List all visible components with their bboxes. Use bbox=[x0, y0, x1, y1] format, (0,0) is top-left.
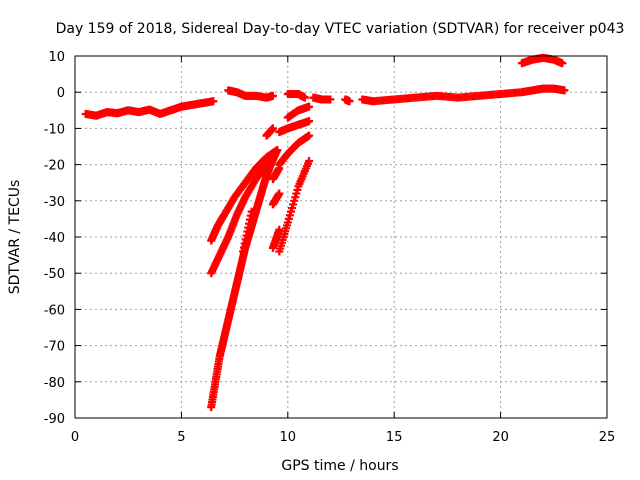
y-tick-label: -80 bbox=[44, 376, 65, 391]
data-point bbox=[275, 225, 284, 234]
x-tick-label: 5 bbox=[177, 430, 185, 445]
series-seg-c bbox=[283, 90, 309, 102]
data-point bbox=[305, 117, 314, 126]
series-seg-o bbox=[275, 156, 314, 256]
x-axis-label: GPS time / hours bbox=[281, 458, 398, 474]
x-tick-label: 20 bbox=[492, 430, 509, 445]
data-point bbox=[268, 91, 277, 100]
series-seg-q bbox=[275, 117, 314, 137]
x-tick-label: 15 bbox=[386, 430, 403, 445]
data-point bbox=[247, 207, 256, 216]
axis-ticks: 0 5 10 15 20 25 10 0 -10 -20 -30 -40 -50 -60 -70 -80 -90 bbox=[44, 50, 616, 445]
series-seg-k bbox=[239, 207, 256, 256]
series-seg-n bbox=[268, 164, 284, 184]
series-seg-r bbox=[283, 102, 314, 122]
series-seg-g bbox=[517, 53, 567, 68]
data-point bbox=[558, 59, 567, 68]
x-tick-label: 0 bbox=[71, 430, 79, 445]
data-point bbox=[345, 97, 354, 106]
y-tick-label: -20 bbox=[44, 159, 65, 174]
chart-title: Day 159 of 2018, Sidereal Day-to-day VTE… bbox=[56, 21, 625, 37]
y-axis-label: SDTVAR / TECUs bbox=[7, 180, 23, 295]
y-tick-label: -30 bbox=[44, 195, 65, 210]
y-tick-label: -60 bbox=[44, 303, 65, 318]
series-seg-f bbox=[358, 84, 569, 106]
data-point bbox=[273, 146, 282, 155]
data-point bbox=[305, 131, 314, 140]
y-tick-label: 10 bbox=[48, 50, 65, 65]
series-seg-m bbox=[268, 189, 284, 209]
y-tick-label: -70 bbox=[44, 340, 65, 355]
data-point bbox=[560, 86, 569, 95]
data-point bbox=[268, 124, 277, 133]
y-tick-label: 0 bbox=[57, 86, 65, 101]
data-point bbox=[326, 95, 335, 104]
x-tick-label: 10 bbox=[280, 430, 297, 445]
y-tick-label: -50 bbox=[44, 267, 65, 282]
series-seg-d bbox=[309, 93, 335, 104]
series-seg-s bbox=[262, 124, 277, 140]
y-tick-label: -40 bbox=[44, 231, 65, 246]
series-seg-l bbox=[268, 225, 284, 252]
data-point bbox=[275, 189, 284, 198]
data-point bbox=[209, 97, 218, 106]
y-tick-label: -10 bbox=[44, 122, 65, 137]
series-seg-i bbox=[207, 146, 282, 278]
data-point bbox=[305, 102, 314, 111]
data-points bbox=[81, 53, 569, 412]
data-point bbox=[305, 156, 314, 165]
x-tick-label: 25 bbox=[599, 430, 616, 445]
grid-lines bbox=[75, 56, 607, 418]
y-tick-label: -90 bbox=[44, 412, 65, 427]
series-seg-e bbox=[341, 95, 354, 106]
series-seg-a bbox=[81, 97, 218, 120]
series-seg-p bbox=[275, 131, 314, 169]
data-point bbox=[300, 93, 309, 102]
series-seg-b bbox=[224, 86, 277, 102]
